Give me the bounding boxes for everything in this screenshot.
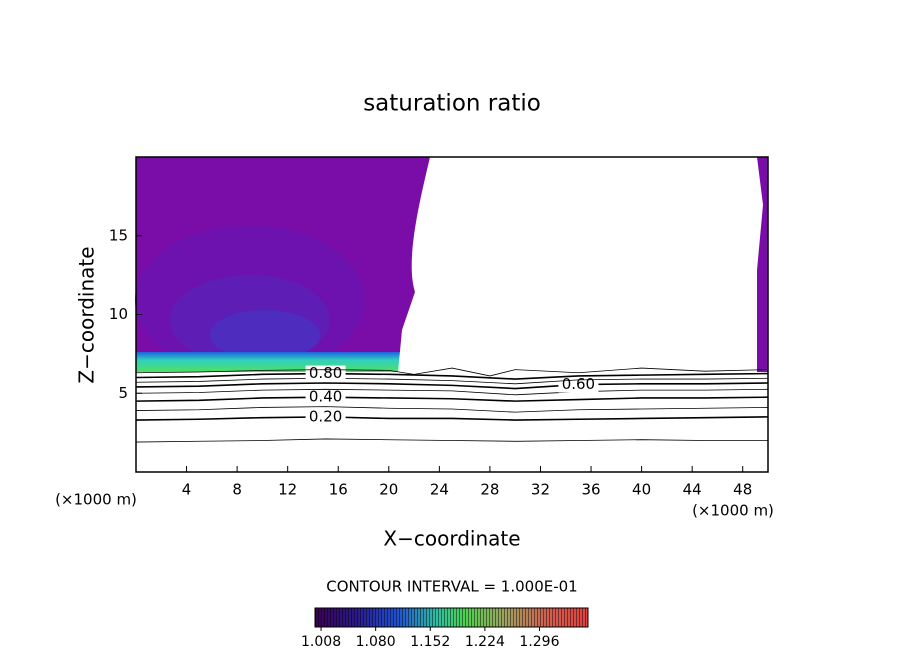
contour-label-bg bbox=[305, 389, 346, 406]
x-tick-label: 4 bbox=[182, 481, 192, 499]
contour-line bbox=[135, 367, 769, 377]
x-tick-label: 24 bbox=[430, 481, 449, 499]
contour-label-bg bbox=[305, 408, 346, 425]
x-unit-label: (×1000 m) bbox=[692, 502, 774, 520]
contour-line bbox=[135, 382, 769, 390]
contour-line bbox=[135, 377, 769, 385]
contour-line bbox=[135, 372, 769, 380]
chart-title: saturation ratio bbox=[363, 91, 541, 117]
contour-label: 0.40 bbox=[309, 388, 342, 406]
contour-line bbox=[135, 438, 768, 443]
contour-label: 0.60 bbox=[562, 375, 595, 393]
colorbar-tick-label: 1.296 bbox=[519, 634, 559, 650]
contour-line bbox=[135, 406, 769, 413]
contour-line bbox=[135, 416, 769, 421]
contour-label: 0.20 bbox=[309, 407, 342, 425]
x-tick-label: 16 bbox=[329, 481, 348, 499]
x-tick-label: 12 bbox=[278, 481, 297, 499]
y-tick-label: 5 bbox=[118, 384, 128, 402]
y-axis-label: Z−coordinate bbox=[75, 246, 99, 383]
x-tick-label: 44 bbox=[683, 481, 702, 499]
y-tick-label: 10 bbox=[109, 305, 128, 323]
contour-line bbox=[135, 396, 769, 402]
field bbox=[135, 157, 768, 472]
colorbar-tick-label: 1.080 bbox=[356, 634, 396, 650]
x-tick-label: 28 bbox=[480, 481, 499, 499]
contour-label: 0.80 bbox=[309, 364, 342, 382]
x-tick-label: 36 bbox=[581, 481, 600, 499]
colorbar-tick-label: 1.152 bbox=[410, 634, 450, 650]
contour-line bbox=[135, 388, 769, 396]
x-tick-label: 8 bbox=[232, 481, 242, 499]
contour-interval: CONTOUR INTERVAL = 1.000E-01 bbox=[326, 578, 577, 596]
colorbar-frame bbox=[314, 607, 589, 628]
x-tick-label: 32 bbox=[531, 481, 550, 499]
x-axis-label: X−coordinate bbox=[383, 527, 520, 551]
y-tick-label: 15 bbox=[109, 226, 128, 244]
x-unit-label: (×1000 m) bbox=[55, 491, 137, 509]
colorbar-tick-label: 1.224 bbox=[465, 634, 505, 650]
colorbar-tick-label: 1.008 bbox=[301, 634, 341, 650]
x-tick-label: 48 bbox=[733, 481, 752, 499]
x-tick-label: 20 bbox=[379, 481, 398, 499]
x-tick-label: 40 bbox=[632, 481, 651, 499]
